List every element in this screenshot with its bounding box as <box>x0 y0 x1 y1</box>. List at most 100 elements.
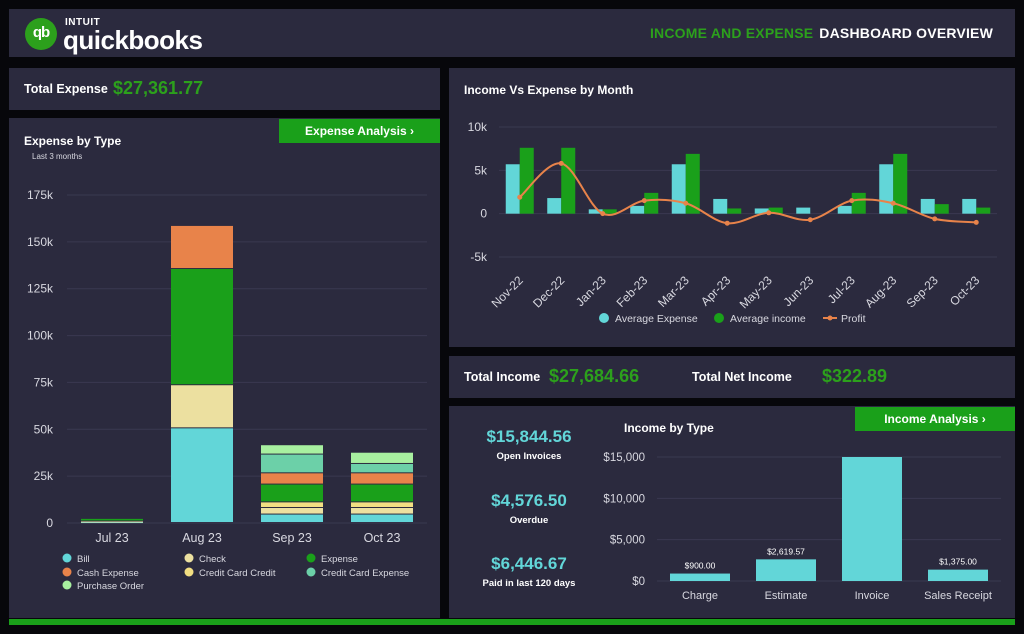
x-tick-label: Oct 23 <box>364 531 401 545</box>
x-tick-label: Jan-23 <box>573 273 609 309</box>
overdue-label: Overdue <box>509 515 549 526</box>
qb-logo-icon: qb <box>25 18 57 50</box>
profit-point <box>849 198 855 204</box>
total-expense-value: $27,361.77 <box>113 78 204 98</box>
bar-segment <box>351 484 413 502</box>
expense-by-type-chart: 0 25k 50k 75k 100k 125k 150k 175k Jul 23 Aug 23 Se… <box>27 188 427 592</box>
x-tick-label: May-23 <box>737 273 775 311</box>
data-label: $2,619.57 <box>767 546 805 556</box>
bar <box>934 204 949 214</box>
x-tick-label: Invoice <box>855 590 890 602</box>
bar-segment <box>81 522 143 524</box>
y-tick-label: 50k <box>34 422 54 436</box>
bar <box>893 153 908 214</box>
bar-segment <box>351 514 413 522</box>
header-bar: qb INTUIT quickbooks INCOME AND EXPENSE D… <box>9 9 1015 57</box>
y-tick-label: $10,000 <box>603 493 645 505</box>
bar-segment <box>351 502 413 508</box>
open-invoices-value: $15,844.56 <box>486 427 572 446</box>
profit-line <box>519 162 977 225</box>
paid-120-days-label: Paid in last 120 days <box>482 578 576 589</box>
legend-label: Purchase Order <box>77 581 144 592</box>
bar <box>976 207 991 214</box>
bar <box>505 164 520 214</box>
profit-point <box>807 217 813 223</box>
profit-point <box>973 219 979 225</box>
bar-segment <box>171 385 233 428</box>
y-tick-label: 75k <box>34 375 54 389</box>
total-expense-label: Total Expense <box>24 82 108 96</box>
bar <box>519 147 534 214</box>
legend-label: Credit Card Expense <box>321 568 409 579</box>
legend-label: Profit <box>841 313 866 325</box>
bar <box>879 164 894 214</box>
profit-point <box>890 200 896 206</box>
total-net-income-label: Total Net Income <box>692 370 792 384</box>
bar <box>602 209 617 214</box>
bar <box>842 457 902 581</box>
page-title-part2: DASHBOARD OVERVIEW <box>819 25 993 41</box>
data-label: $1,375.00 <box>939 557 977 567</box>
bar <box>671 164 686 214</box>
bar <box>756 559 816 581</box>
profit-point <box>766 210 772 216</box>
profit-point <box>600 211 606 217</box>
bar <box>962 198 977 214</box>
x-tick-label: Aug 23 <box>182 531 222 545</box>
x-tick-label: Jun-23 <box>781 273 817 309</box>
bar <box>630 205 645 214</box>
paid-120-days-value: $6,446.67 <box>491 554 567 573</box>
legend-label: Bill <box>77 554 90 565</box>
bar <box>644 192 659 214</box>
bar-segment <box>171 428 233 522</box>
x-tick-label: Charge <box>682 590 718 602</box>
data-label: $900.00 <box>685 561 716 571</box>
expense-by-type-panel: Expense by Type Last 3 months Expense An… <box>9 118 440 618</box>
legend-marker <box>62 580 72 590</box>
income-by-type-chart: $0 $5,000 $10,000 $15,000 $900.00 Charge $2,61… <box>603 452 1001 602</box>
bar <box>928 569 988 581</box>
bar-segment <box>261 484 323 502</box>
profit-point <box>558 160 564 166</box>
x-tick-label: Nov-22 <box>489 273 526 310</box>
legend-label: Check <box>199 554 226 565</box>
bar <box>754 208 769 214</box>
bar-segment <box>261 454 323 473</box>
profit-point <box>641 198 647 204</box>
legend-marker <box>599 313 609 323</box>
legend-marker <box>306 567 316 577</box>
bar-segment <box>81 521 143 523</box>
income-vs-expense-panel: Income Vs Expense by Month -5k 0 5k 10k Nov-… <box>449 68 1015 347</box>
x-tick-label: Jul-23 <box>825 273 858 306</box>
x-tick-label: Feb-23 <box>614 273 651 310</box>
bar <box>670 573 730 581</box>
x-tick-label: Sep-23 <box>904 273 941 310</box>
x-tick-label: Aug-23 <box>862 273 899 310</box>
income-by-type-title: Income by Type <box>624 421 714 435</box>
y-tick-label: $15,000 <box>603 452 645 464</box>
y-tick-label: 0 <box>480 207 487 221</box>
bar-segment <box>171 269 233 385</box>
bar <box>713 198 728 214</box>
profit-point <box>517 194 523 200</box>
income-analysis-button[interactable]: Income Analysis › <box>855 407 1015 431</box>
bar <box>547 198 562 214</box>
x-tick-label: Mar-23 <box>655 273 692 310</box>
legend-marker <box>306 553 316 563</box>
quickbooks-logo[interactable]: qb INTUIT quickbooks <box>25 15 225 55</box>
y-tick-label: 0 <box>46 516 53 530</box>
legend-label: Expense <box>321 554 358 565</box>
x-tick-label: Jul 23 <box>95 531 128 545</box>
bar-segment <box>351 452 413 463</box>
page-title: INCOME AND EXPENSE DASHBOARD OVERVIEW <box>650 25 993 41</box>
x-tick-label: Apr-23 <box>698 273 734 309</box>
overdue-value: $4,576.50 <box>491 491 567 510</box>
bar <box>920 198 935 214</box>
expense-analysis-button[interactable]: Expense Analysis › <box>279 119 440 143</box>
x-tick-label: Sales Receipt <box>924 590 992 602</box>
y-tick-label: 5k <box>474 163 488 177</box>
bar <box>768 207 783 214</box>
bar-segment <box>261 514 323 522</box>
